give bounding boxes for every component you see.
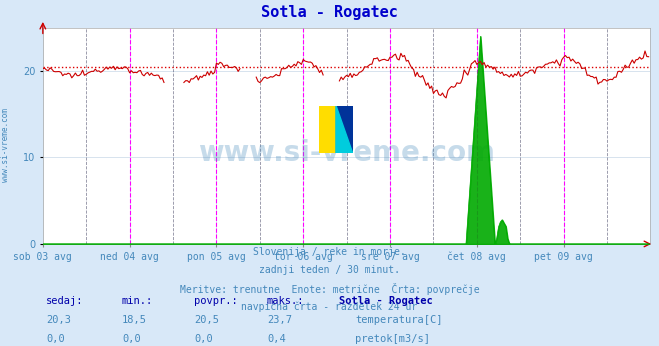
- Text: 18,5: 18,5: [122, 315, 147, 325]
- Bar: [336, 106, 353, 153]
- Text: maks.:: maks.:: [267, 296, 304, 306]
- Text: povpr.:: povpr.:: [194, 296, 238, 306]
- Text: 20,3: 20,3: [46, 315, 71, 325]
- Text: Slovenija / reke in morje.: Slovenija / reke in morje.: [253, 247, 406, 257]
- Polygon shape: [336, 106, 353, 153]
- Text: 0,0: 0,0: [46, 334, 65, 344]
- Text: www.si-vreme.com: www.si-vreme.com: [198, 139, 495, 167]
- Text: pretok[m3/s]: pretok[m3/s]: [355, 334, 430, 344]
- Text: sedaj:: sedaj:: [46, 296, 84, 306]
- Text: navpična črta - razdelek 24 ur: navpična črta - razdelek 24 ur: [241, 301, 418, 312]
- Text: 23,7: 23,7: [267, 315, 292, 325]
- Text: 0,0: 0,0: [194, 334, 213, 344]
- Text: 0,4: 0,4: [267, 334, 285, 344]
- Text: zadnji teden / 30 minut.: zadnji teden / 30 minut.: [259, 265, 400, 275]
- Text: 0,0: 0,0: [122, 334, 140, 344]
- Text: Meritve: trenutne  Enote: metrične  Črta: povprečje: Meritve: trenutne Enote: metrične Črta: …: [180, 283, 479, 295]
- Text: www.si-vreme.com: www.si-vreme.com: [1, 108, 10, 182]
- Text: Sotla - Rogatec: Sotla - Rogatec: [339, 296, 433, 306]
- Text: 20,5: 20,5: [194, 315, 219, 325]
- Bar: [320, 106, 336, 153]
- Text: min.:: min.:: [122, 296, 153, 306]
- Text: Sotla - Rogatec: Sotla - Rogatec: [261, 5, 398, 20]
- Text: temperatura[C]: temperatura[C]: [355, 315, 443, 325]
